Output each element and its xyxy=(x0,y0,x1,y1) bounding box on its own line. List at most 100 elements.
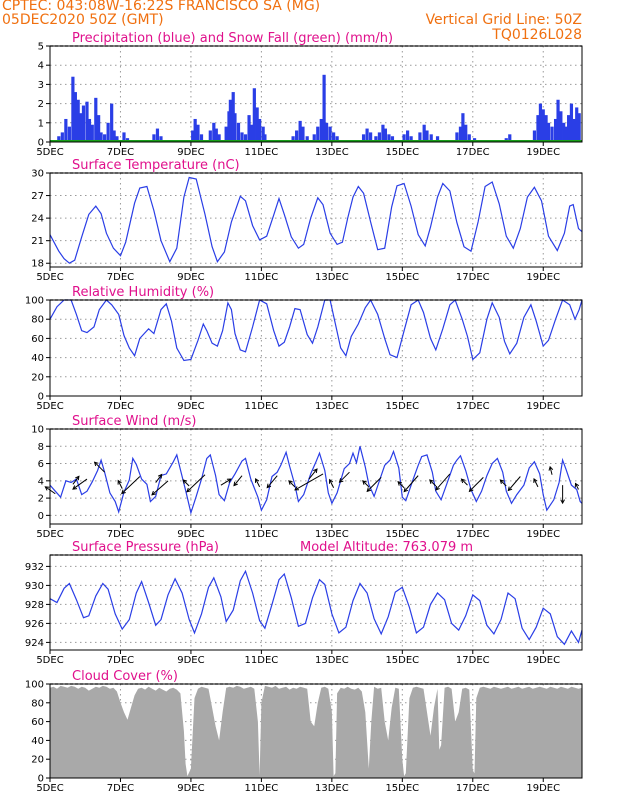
temperature-ytick-label: 18 xyxy=(31,259,44,270)
wind-vector xyxy=(548,465,554,475)
precip-xtick-label: 9DEC xyxy=(177,147,204,158)
precip-precip-bar xyxy=(464,124,468,142)
wind-vector-head xyxy=(338,478,344,483)
wind-panel-title: Surface Wind (m/s) xyxy=(72,414,196,429)
wind-ytick-label: 6 xyxy=(38,459,44,470)
precip-precip-bar xyxy=(429,134,433,142)
humidity-ytick-label: 100 xyxy=(25,296,44,307)
precip-precip-bar xyxy=(240,132,244,142)
wind-vector xyxy=(72,475,80,485)
precip-precip-bar xyxy=(152,134,156,142)
pressure-ytick-label: 932 xyxy=(25,562,44,573)
precip-precip-bar xyxy=(67,126,71,142)
precip-precip-bar xyxy=(508,134,512,142)
wind-vector-shaft xyxy=(151,480,169,496)
wind-vector xyxy=(266,475,278,489)
precip-precip-bar xyxy=(328,126,332,142)
wind-vector-head xyxy=(233,481,238,487)
precip-precip-bar xyxy=(85,101,89,142)
cloud-xtick-label: 19DEC xyxy=(526,783,560,794)
wind-vector-shaft xyxy=(397,481,405,489)
precip-precip-bar xyxy=(110,103,114,142)
precip-precip-bar xyxy=(199,134,204,142)
chart-header: CPTEC: 043:08W-16:22S FRANCISCO SA (MG) … xyxy=(0,0,618,46)
precip-precip-bar xyxy=(374,136,378,142)
wind-vector xyxy=(93,461,105,473)
cloud-ytick-label: 20 xyxy=(31,755,44,766)
wind-vector xyxy=(560,485,565,505)
precip-precip-bar xyxy=(301,126,305,142)
precip-precip-bar xyxy=(298,120,302,142)
grid-line-note: Vertical Grid Line: 50Z xyxy=(425,12,582,28)
precip-precip-bar xyxy=(249,124,254,142)
precip-precip-bar xyxy=(458,126,463,142)
temperature-xtick-label: 5DEC xyxy=(36,272,63,283)
wind-vector xyxy=(362,480,370,488)
humidity-xtick-label: 13DEC xyxy=(315,401,349,412)
wind-vector xyxy=(117,479,123,489)
wind-vector-shaft xyxy=(255,478,261,488)
precip-precip-bar xyxy=(572,118,576,142)
run-code: TQ0126L028 xyxy=(492,27,582,43)
precip-precip-bar xyxy=(106,122,110,142)
forecast-start-date: 05DEC2020 50Z (GMT) xyxy=(2,12,164,28)
humidity-xtick-label: 7DEC xyxy=(107,401,134,412)
pressure-panel-frame xyxy=(49,554,583,651)
cloud-xtick-label: 7DEC xyxy=(107,783,134,794)
temperature-panel-title: Surface Temperature (nC) xyxy=(72,158,240,173)
humidity-xtick-label: 5DEC xyxy=(36,401,63,412)
wind-vector-head xyxy=(533,477,538,483)
wind-vector-shaft xyxy=(429,479,437,487)
wind-vector-shaft xyxy=(288,480,296,488)
wind-xtick-label: 19DEC xyxy=(526,529,560,540)
wind-vector-shaft xyxy=(94,461,105,473)
wind-vector-shaft xyxy=(435,473,451,491)
wind-vector-shaft xyxy=(575,483,579,490)
precip-precip-bar xyxy=(159,136,163,142)
precip-precip-bar xyxy=(155,128,160,142)
wind-vector xyxy=(435,473,451,491)
precip-precip-bar xyxy=(196,124,200,142)
wind-ytick-label: 4 xyxy=(38,476,44,487)
precip-precip-bar xyxy=(233,113,237,142)
humidity-ytick-label: 40 xyxy=(31,353,44,364)
precip-precip-bar xyxy=(261,126,265,142)
wind-vector-head xyxy=(75,475,80,481)
precip-precip-bar xyxy=(455,132,459,142)
wind-vector-head xyxy=(255,477,260,483)
wind-vector-head xyxy=(157,473,163,479)
humidity-panel-title: Relative Humidity (%) xyxy=(72,285,214,300)
wind-vector-head xyxy=(560,499,565,505)
precip-xtick-label: 5DEC xyxy=(36,147,63,158)
wind-vector xyxy=(182,479,190,487)
wind-vector-head xyxy=(548,465,554,471)
pressure-xtick-label: 15DEC xyxy=(385,655,419,666)
temperature-series-line xyxy=(49,176,583,264)
wind-vector xyxy=(308,468,318,480)
precip-precip-bar xyxy=(461,113,465,142)
wind-vector-shaft xyxy=(294,473,324,491)
precip-precip-bar xyxy=(402,134,406,142)
wind-ytick-label: 10 xyxy=(31,425,44,436)
wind-xtick-label: 9DEC xyxy=(177,529,204,540)
wind-vector-shaft xyxy=(468,477,484,492)
wind-vector-head xyxy=(117,479,122,485)
wind-vector xyxy=(288,480,296,488)
precip-precip-bar xyxy=(87,118,92,142)
wind-vector xyxy=(460,478,468,486)
station-header: CPTEC: 043:08W-16:22S FRANCISCO SA (MG) xyxy=(2,0,321,14)
humidity-ytick-label: 80 xyxy=(31,315,44,326)
wind-vector-head xyxy=(507,486,513,492)
wind-vector-shaft xyxy=(72,475,80,485)
precip-precip-bar xyxy=(425,130,429,142)
wind-xtick-label: 5DEC xyxy=(36,529,63,540)
humidity-ytick-label: 0 xyxy=(38,392,44,403)
wind-vector-shaft xyxy=(366,477,382,492)
wind-vector-head xyxy=(574,482,580,488)
temperature-ytick-label: 24 xyxy=(31,214,44,225)
pressure-ytick-label: 924 xyxy=(25,638,44,649)
wind-vector-head xyxy=(366,487,372,493)
wind-vector xyxy=(121,476,141,495)
wind-vector xyxy=(533,477,539,488)
